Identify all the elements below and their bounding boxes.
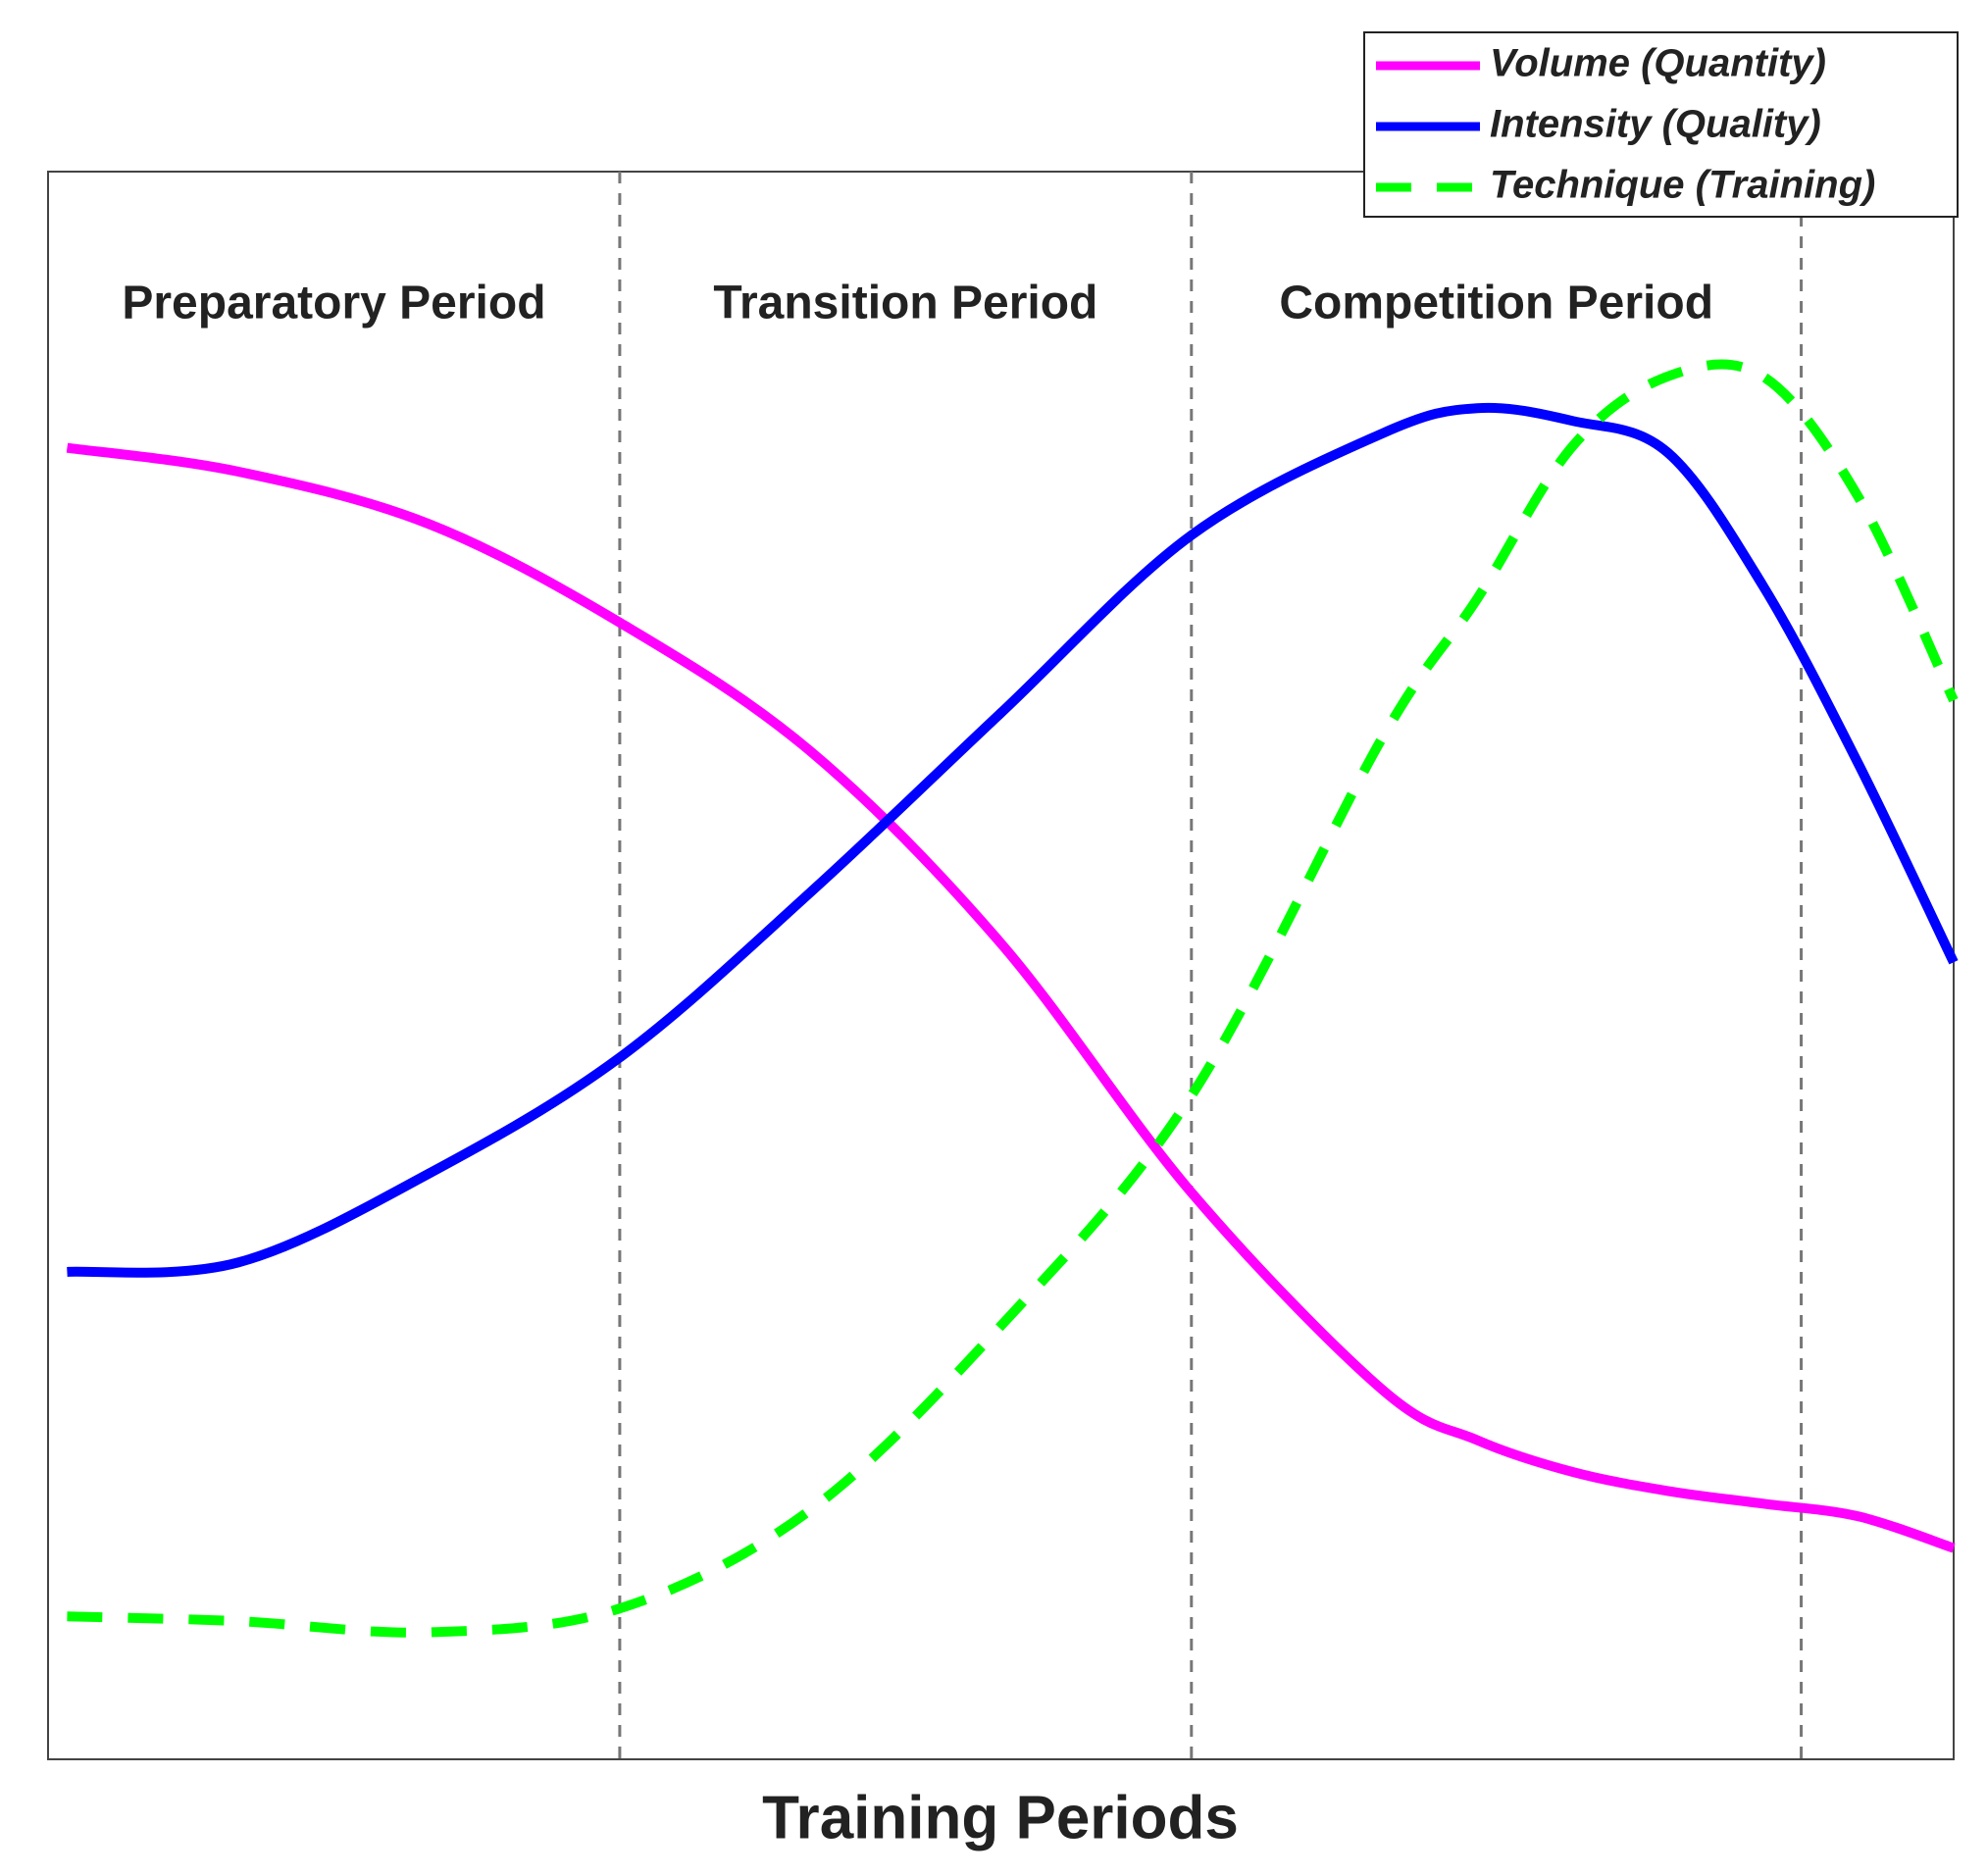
plot-frame bbox=[47, 171, 1955, 1760]
series-line bbox=[67, 402, 1959, 1278]
legend-label: Volume (Quantity) bbox=[1490, 42, 1826, 85]
period-label: Transition Period bbox=[713, 278, 1097, 330]
legend-label: Technique (Training) bbox=[1490, 164, 1875, 207]
legend-label: Intensity (Quality) bbox=[1490, 103, 1821, 146]
series-line bbox=[66, 442, 1956, 1553]
period-label: Competition Period bbox=[1279, 278, 1713, 330]
period-label: Preparatory Period bbox=[122, 278, 545, 330]
x-axis-label: Training Periods bbox=[762, 1784, 1239, 1851]
series-line bbox=[67, 359, 1959, 1638]
